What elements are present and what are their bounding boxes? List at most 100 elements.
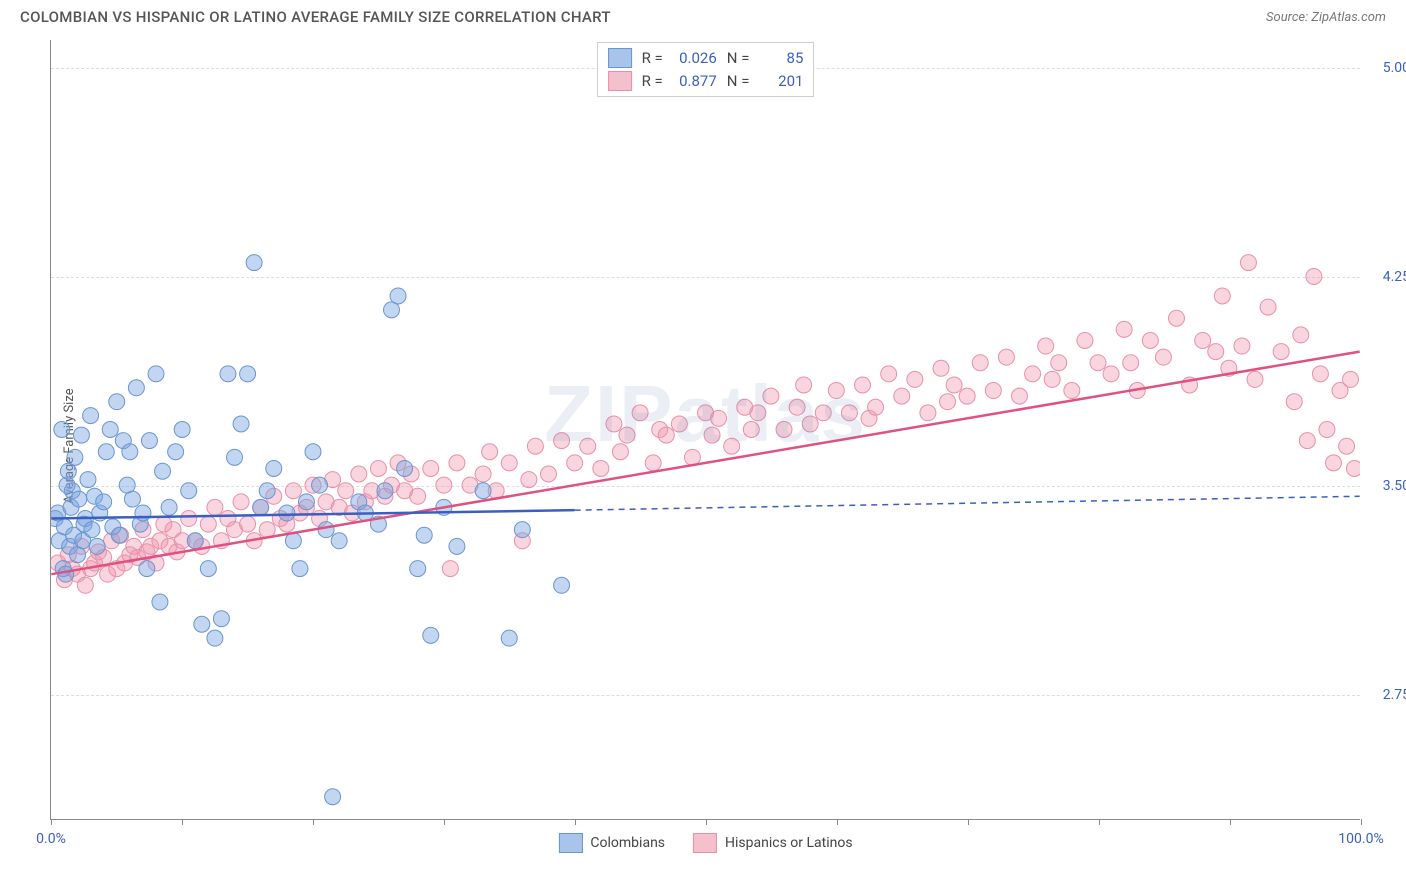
data-point <box>1343 371 1359 387</box>
data-point <box>554 577 570 593</box>
data-point <box>397 460 413 476</box>
data-point <box>855 377 871 393</box>
data-point <box>959 388 975 404</box>
legend-label-1: Hispanics or Latinos <box>725 835 853 851</box>
data-point <box>658 427 674 443</box>
data-point <box>139 561 155 577</box>
data-point <box>442 561 458 577</box>
data-point <box>135 505 151 521</box>
data-point <box>246 255 262 271</box>
data-point <box>750 405 766 421</box>
x-tick-label-right: 100.0% <box>1338 831 1383 847</box>
data-point <box>1123 355 1139 371</box>
data-point <box>84 522 100 538</box>
data-point <box>580 438 596 454</box>
data-point <box>410 488 426 504</box>
data-point <box>1169 310 1185 326</box>
data-point <box>1116 321 1132 337</box>
data-point <box>168 444 184 460</box>
data-point <box>632 405 648 421</box>
data-point <box>1306 268 1322 284</box>
r-label-1: R = <box>642 70 663 93</box>
data-point <box>240 366 256 382</box>
data-point <box>671 416 687 432</box>
data-point <box>501 630 517 646</box>
data-point <box>1312 366 1328 382</box>
x-tick <box>51 819 52 825</box>
data-point <box>83 408 99 424</box>
data-point <box>606 416 622 432</box>
n-value-0: 85 <box>755 47 803 70</box>
data-point <box>482 444 498 460</box>
data-point <box>141 433 157 449</box>
data-point <box>1234 338 1250 354</box>
data-point <box>743 422 759 438</box>
data-point <box>292 561 308 577</box>
data-point <box>155 463 171 479</box>
data-point <box>253 499 269 515</box>
data-point <box>325 789 341 805</box>
data-point <box>351 466 367 482</box>
data-point <box>122 444 138 460</box>
data-point <box>240 516 256 532</box>
data-point <box>724 438 740 454</box>
data-point <box>259 483 275 499</box>
trend-line-colombians-extrapolated <box>575 496 1360 510</box>
x-tick <box>313 819 314 825</box>
data-point <box>318 522 334 538</box>
legend-item-colombians: Colombians <box>558 833 665 853</box>
data-point <box>868 399 884 415</box>
data-point <box>475 466 491 482</box>
data-point <box>73 427 89 443</box>
data-point <box>1077 332 1093 348</box>
data-point <box>200 516 216 532</box>
data-point <box>1293 327 1309 343</box>
legend-stats-row-1: R = 0.877 N = 201 <box>608 70 804 93</box>
chart-area: ZIPatlas R = 0.026 N = 85 R = 0.877 N = … <box>50 40 1360 820</box>
data-point <box>645 455 661 471</box>
x-tick <box>1099 819 1100 825</box>
data-point <box>711 410 727 426</box>
x-tick <box>1361 819 1362 825</box>
data-point <box>1326 455 1342 471</box>
data-point <box>124 491 140 507</box>
data-point <box>423 627 439 643</box>
data-point <box>370 460 386 476</box>
data-point <box>1142 332 1158 348</box>
legend-stats-row-0: R = 0.026 N = 85 <box>608 47 804 70</box>
data-point <box>475 483 491 499</box>
data-point <box>80 472 96 488</box>
data-point <box>298 494 314 510</box>
data-point <box>423 460 439 476</box>
data-point <box>521 472 537 488</box>
data-point <box>828 383 844 399</box>
chart-title: COLOMBIAN VS HISPANIC OR LATINO AVERAGE … <box>20 8 611 26</box>
data-point <box>1038 338 1054 354</box>
data-point <box>449 538 465 554</box>
data-point <box>514 522 530 538</box>
data-point <box>985 383 1001 399</box>
swatch-hispanics-bottom-icon <box>693 833 717 853</box>
data-point <box>527 438 543 454</box>
data-point <box>312 477 328 493</box>
y-tick-label: 2.75 <box>1370 687 1406 703</box>
data-point <box>98 444 114 460</box>
data-point <box>89 538 105 554</box>
data-point <box>1339 438 1355 454</box>
n-value-1: 201 <box>755 70 803 93</box>
x-tick <box>444 819 445 825</box>
data-point <box>377 483 393 499</box>
x-tick <box>968 819 969 825</box>
data-point <box>894 388 910 404</box>
data-point <box>940 394 956 410</box>
r-label: R = <box>642 47 663 70</box>
data-point <box>77 577 93 593</box>
data-point <box>972 355 988 371</box>
data-point <box>71 491 87 507</box>
x-tick-label-left: 0.0% <box>36 831 66 847</box>
data-point <box>331 533 347 549</box>
data-point <box>789 399 805 415</box>
data-point <box>776 422 792 438</box>
data-point <box>612 444 628 460</box>
data-point <box>1195 332 1211 348</box>
